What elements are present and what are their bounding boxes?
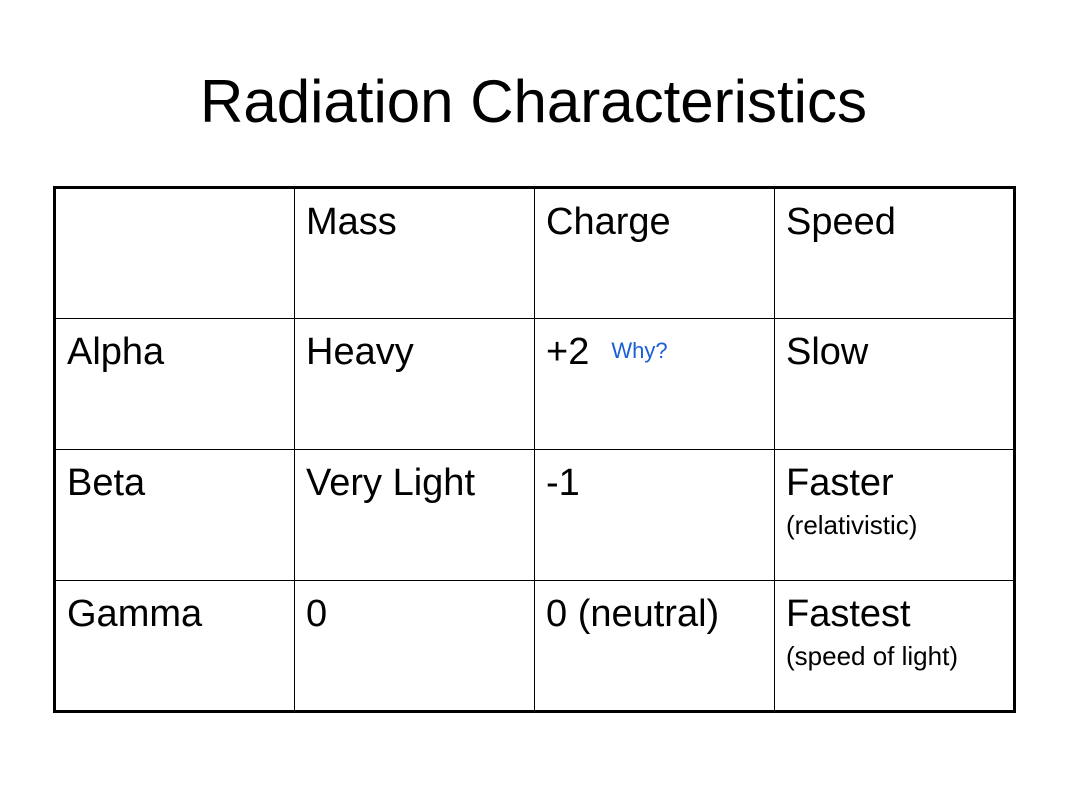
charge-line: +2 Why?	[546, 333, 774, 371]
charge-cell: +2 Why?	[534, 318, 775, 450]
header-cell-speed: Speed	[774, 186, 1016, 319]
row-label: Beta	[67, 462, 146, 504]
charge-line: -1	[546, 464, 774, 502]
mass-cell: 0	[294, 580, 535, 713]
mass-cell: Very Light	[294, 449, 535, 581]
radiation-table: Mass Charge Speed Alpha Heavy +2 Why? Slo…	[53, 186, 1016, 713]
speed-value: Fastest	[786, 593, 911, 635]
table-row: Alpha Heavy +2 Why? Slow	[53, 318, 1016, 450]
speed-cell: Fastest (speed of light)	[774, 580, 1016, 713]
header-cell-mass: Mass	[294, 186, 535, 319]
mass-value: 0	[306, 593, 328, 635]
charge-cell: 0 (neutral)	[534, 580, 775, 713]
header-label: Speed	[786, 201, 896, 243]
row-label-cell: Beta	[53, 449, 295, 581]
charge-value: +2	[546, 331, 590, 373]
speed-cell: Faster (relativistic)	[774, 449, 1016, 581]
header-label: Charge	[546, 201, 671, 243]
row-label: Gamma	[67, 593, 203, 635]
charge-note-link[interactable]: Why?	[611, 338, 668, 363]
charge-value: -1	[546, 462, 580, 504]
mass-cell: Heavy	[294, 318, 535, 450]
speed-value: Faster	[786, 462, 894, 504]
mass-value: Very Light	[306, 462, 475, 504]
speed-note: (speed of light)	[786, 641, 958, 671]
charge-value: 0 (neutral)	[546, 593, 720, 635]
slide-title: Radiation Characteristics	[200, 68, 867, 135]
table-row: Gamma 0 0 (neutral) Fastest (speed of li…	[53, 580, 1016, 713]
speed-cell: Slow	[774, 318, 1016, 450]
row-label-cell: Alpha	[53, 318, 295, 450]
table-row: Beta Very Light -1 Faster (relativistic)	[53, 449, 1016, 581]
mass-value: Heavy	[306, 331, 414, 373]
speed-value: Slow	[786, 331, 869, 373]
charge-line: 0 (neutral)	[546, 595, 774, 633]
speed-note: (relativistic)	[786, 510, 918, 540]
row-label: Alpha	[67, 331, 165, 373]
header-cell-empty	[53, 186, 295, 319]
header-cell-charge: Charge	[534, 186, 775, 319]
row-label-cell: Gamma	[53, 580, 295, 713]
charge-cell: -1	[534, 449, 775, 581]
table-header-row: Mass Charge Speed	[53, 186, 1016, 319]
header-label: Mass	[306, 201, 397, 243]
